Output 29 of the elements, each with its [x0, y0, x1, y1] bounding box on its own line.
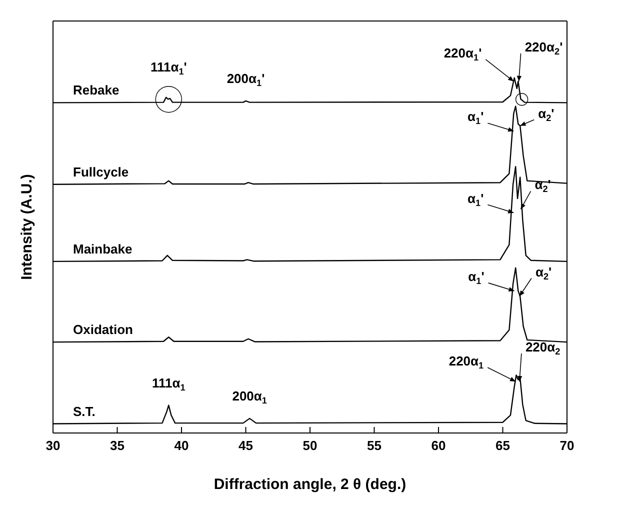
annotation: 220α$_{1}$	[448, 354, 484, 370]
annotation: 220α$_{2}$	[525, 340, 560, 356]
x-tick-label: 65	[496, 438, 510, 454]
x-tick-label: 30	[46, 438, 60, 454]
series-label: Fullcycle	[73, 164, 129, 180]
x-tick-label: 70	[560, 438, 574, 454]
series-label: Oxidation	[73, 322, 134, 338]
annotation: 220α$_{1}$'	[444, 45, 482, 62]
x-tick-label: 55	[367, 438, 382, 454]
x-tick-label: 45	[238, 438, 253, 454]
x-tick-label: 50	[302, 438, 318, 454]
annotation: α$_{2}$'	[535, 264, 552, 281]
annotation: 200α$_{1}$	[232, 388, 267, 406]
annotation: α$_{1}$'	[468, 190, 484, 208]
series-label: Mainbake	[73, 241, 132, 256]
annotation: α$_{2}$'	[538, 106, 554, 122]
series-label: S.T.	[73, 404, 96, 419]
annotation: 200α$_{1}$'	[226, 70, 265, 88]
x-tick-label: 60	[431, 438, 446, 454]
annotation: α$_{1}$'	[468, 109, 484, 126]
x-tick-label: 40	[174, 438, 189, 454]
series-label: Rebake	[73, 82, 120, 98]
annotation: 111α$_{1}$'	[150, 59, 187, 76]
x-tick-label: 35	[110, 438, 124, 454]
annotation: α$_{1}$'	[468, 268, 484, 286]
y-axis-title: Intensity (A.U.)	[18, 174, 36, 280]
annotation: 220α$_{2}$'	[524, 39, 563, 56]
x-axis-title: Diffraction angle, 2 θ (deg.)	[214, 476, 406, 493]
annotation: 111α$_{1}$	[152, 375, 186, 392]
